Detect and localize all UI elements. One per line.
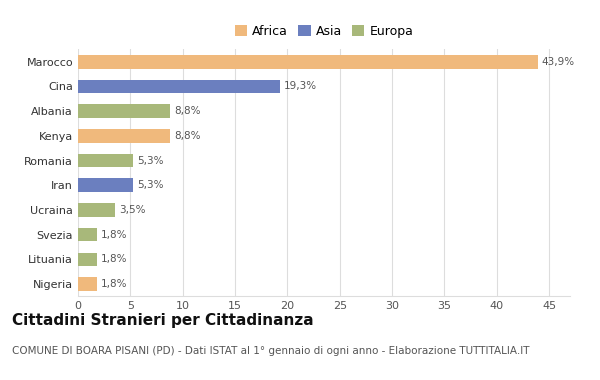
- Text: 5,3%: 5,3%: [137, 180, 164, 190]
- Text: 43,9%: 43,9%: [542, 57, 575, 67]
- Text: 5,3%: 5,3%: [137, 155, 164, 166]
- Text: 3,5%: 3,5%: [119, 205, 145, 215]
- Legend: Africa, Asia, Europa: Africa, Asia, Europa: [232, 23, 416, 41]
- Text: 19,3%: 19,3%: [284, 81, 317, 92]
- Bar: [78, 80, 280, 93]
- Text: 1,8%: 1,8%: [101, 254, 128, 264]
- Text: 1,8%: 1,8%: [101, 279, 128, 289]
- Bar: [78, 55, 538, 68]
- Bar: [78, 253, 97, 266]
- Bar: [78, 154, 133, 167]
- Bar: [78, 277, 97, 291]
- Bar: [78, 105, 170, 118]
- Bar: [78, 129, 170, 142]
- Text: COMUNE DI BOARA PISANI (PD) - Dati ISTAT al 1° gennaio di ogni anno - Elaborazio: COMUNE DI BOARA PISANI (PD) - Dati ISTAT…: [12, 346, 530, 356]
- Text: 1,8%: 1,8%: [101, 230, 128, 240]
- Bar: [78, 228, 97, 241]
- Text: 8,8%: 8,8%: [175, 106, 201, 116]
- Text: 8,8%: 8,8%: [175, 131, 201, 141]
- Text: Cittadini Stranieri per Cittadinanza: Cittadini Stranieri per Cittadinanza: [12, 314, 314, 328]
- Bar: [78, 179, 133, 192]
- Bar: [78, 203, 115, 217]
